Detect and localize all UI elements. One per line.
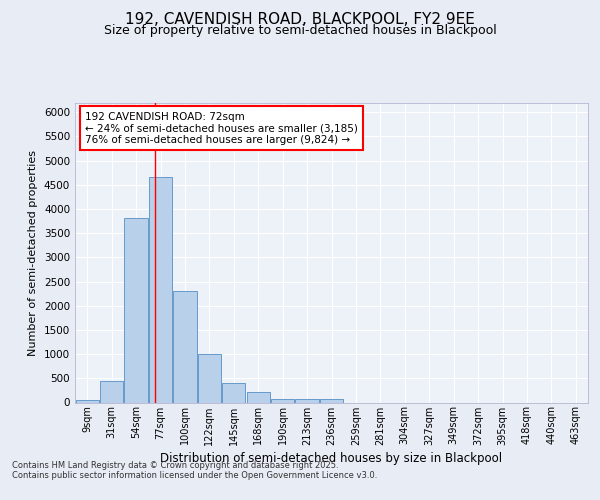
Text: Contains HM Land Registry data © Crown copyright and database right 2025.: Contains HM Land Registry data © Crown c… — [12, 461, 338, 470]
Bar — [222, 383, 245, 402]
Text: Contains public sector information licensed under the Open Government Licence v3: Contains public sector information licen… — [12, 471, 377, 480]
Bar — [271, 399, 294, 402]
Text: Size of property relative to semi-detached houses in Blackpool: Size of property relative to semi-detach… — [104, 24, 496, 37]
Y-axis label: Number of semi-detached properties: Number of semi-detached properties — [28, 150, 38, 356]
Bar — [295, 400, 319, 402]
Text: 192 CAVENDISH ROAD: 72sqm
← 24% of semi-detached houses are smaller (3,185)
76% : 192 CAVENDISH ROAD: 72sqm ← 24% of semi-… — [85, 112, 358, 144]
Bar — [173, 291, 197, 403]
Text: 192, CAVENDISH ROAD, BLACKPOOL, FY2 9EE: 192, CAVENDISH ROAD, BLACKPOOL, FY2 9EE — [125, 12, 475, 28]
Bar — [247, 392, 270, 402]
Bar — [100, 381, 123, 402]
X-axis label: Distribution of semi-detached houses by size in Blackpool: Distribution of semi-detached houses by … — [160, 452, 503, 464]
Bar — [149, 177, 172, 402]
Bar — [76, 400, 99, 402]
Bar — [124, 218, 148, 402]
Bar — [320, 400, 343, 402]
Bar — [198, 354, 221, 403]
